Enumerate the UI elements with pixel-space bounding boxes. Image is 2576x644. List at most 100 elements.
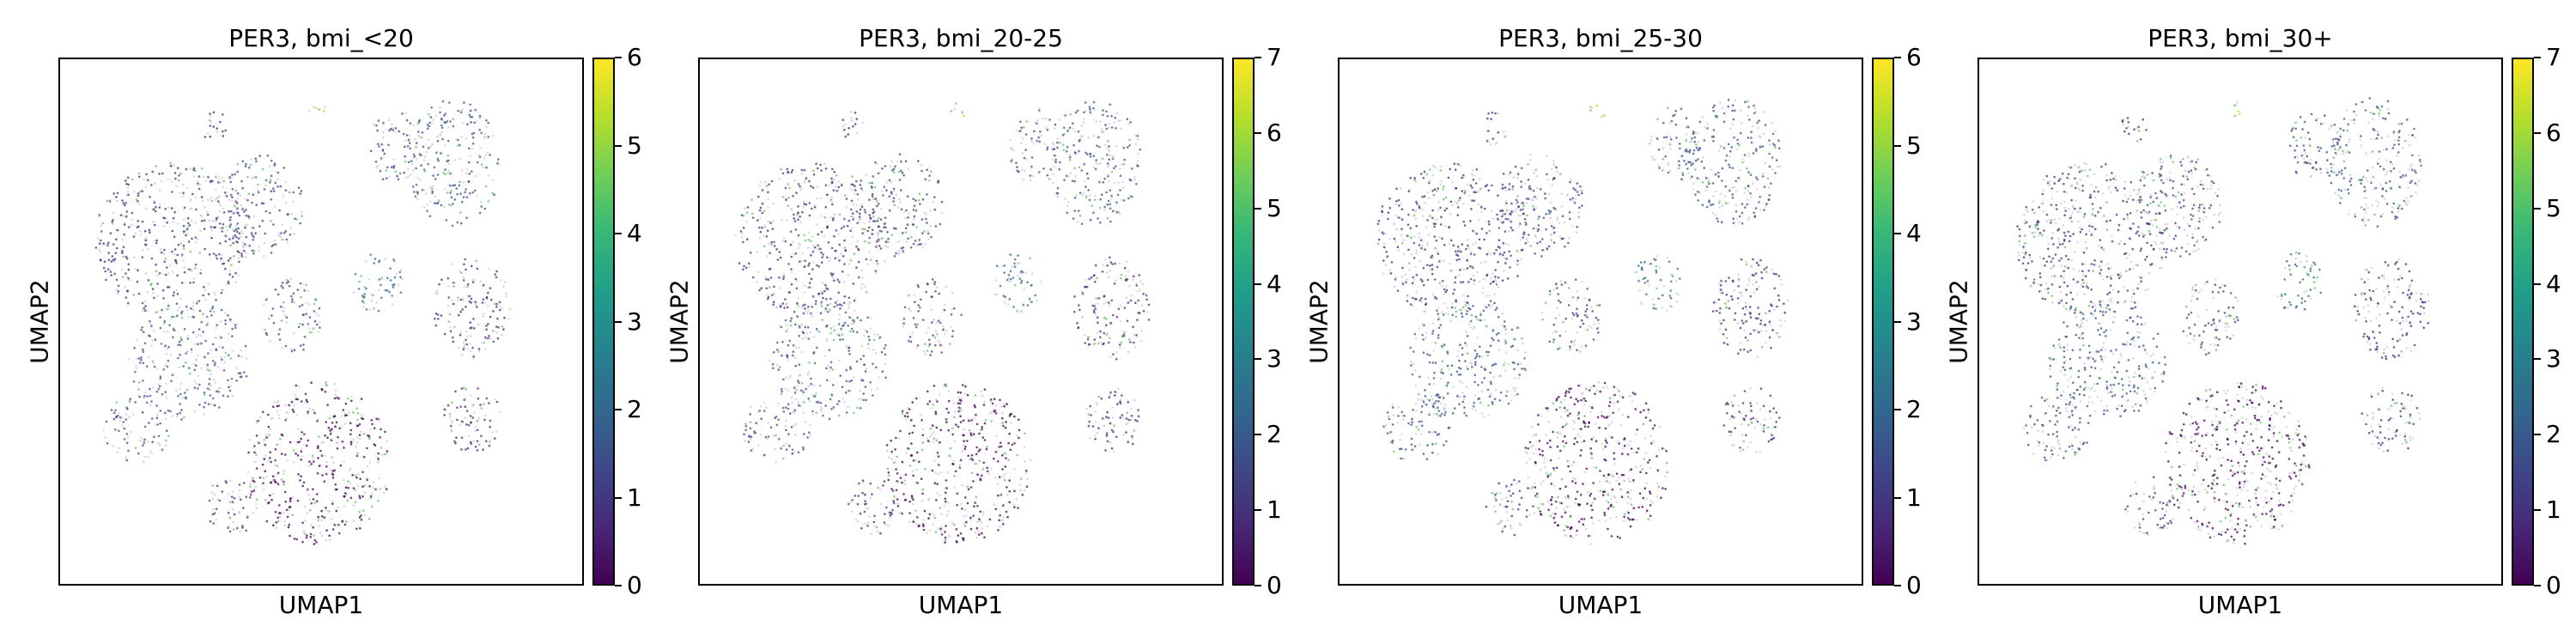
data-point [836,303,839,307]
data-point [465,448,467,451]
data-point [815,411,817,414]
data-point [156,310,159,313]
data-point [1703,125,1706,129]
data-point [841,397,845,400]
data-point [1560,204,1564,208]
data-point [390,123,393,125]
data-point [1774,146,1777,149]
data-point [1025,158,1028,161]
data-point [957,534,960,537]
data-point [127,268,131,271]
data-point [301,323,305,326]
data-point [459,180,461,183]
data-point [342,478,345,482]
data-point [162,216,165,219]
data-point [920,477,923,480]
data-point [1704,189,1707,191]
data-point [253,451,256,454]
data-point [154,182,156,185]
data-point [363,293,367,295]
data-point [476,440,479,443]
data-point [469,321,472,324]
data-point [172,336,174,339]
data-point [471,404,475,407]
data-point [142,361,145,365]
colorbar-tick [1255,131,1261,134]
data-point [921,519,925,521]
data-point [351,473,355,477]
data-point [1006,515,1009,519]
data-point [945,525,947,527]
data-point [781,390,784,393]
data-point [1677,167,1680,170]
data-point [1129,121,1132,124]
data-point [911,223,914,226]
data-point [894,165,896,168]
data-point [841,125,845,128]
data-point [1099,198,1102,201]
data-point [864,285,866,288]
data-point [792,344,795,347]
data-point [904,227,908,229]
data-point [935,499,938,501]
data-point [495,400,499,404]
data-point [1547,210,1551,212]
data-point [933,208,936,211]
data-point [1044,126,1048,130]
data-point [1084,110,1087,112]
data-point [954,470,957,473]
data-point [1030,301,1033,304]
data-point [479,200,483,204]
colorbar-tick-label: 1 [1267,495,1282,525]
data-point [292,349,295,353]
data-point [1093,338,1097,341]
data-point [1508,182,1511,185]
data-point [442,172,445,174]
data-point [307,439,310,442]
data-point [182,365,185,368]
data-point [860,269,863,272]
data-point [986,525,989,528]
data-point [865,291,868,294]
data-point [245,495,248,498]
data-point [1576,226,1578,228]
data-point [1115,127,1117,130]
data-point [933,425,936,428]
data-point [138,381,141,384]
data-point [119,214,123,216]
data-point [451,263,454,266]
data-point [789,374,792,378]
data-point [374,161,378,163]
data-point [918,460,920,464]
data-point [245,529,248,532]
data-point [1776,165,1779,168]
data-point [165,397,168,399]
data-point [318,320,321,324]
data-point [364,260,368,263]
data-point [1728,149,1732,153]
data-point [132,380,136,383]
data-point [1753,211,1755,215]
data-point [940,351,943,354]
data-point [927,326,930,330]
data-point [325,460,328,464]
data-point [958,402,962,405]
data-point [258,249,260,252]
data-point [872,520,876,524]
data-point [118,447,121,450]
data-point [1546,179,1549,181]
data-point [1106,148,1109,150]
data-point [757,195,760,198]
data-point [103,260,106,263]
colorbar-tick-label: 2 [627,395,642,423]
data-point [222,369,226,372]
data-point [833,171,835,173]
data-point [734,234,737,237]
data-point [305,398,308,402]
data-point [1657,148,1661,151]
data-point [935,439,939,441]
data-point [298,440,301,443]
data-point [892,500,895,502]
data-point [1534,206,1538,210]
data-point [229,256,233,259]
